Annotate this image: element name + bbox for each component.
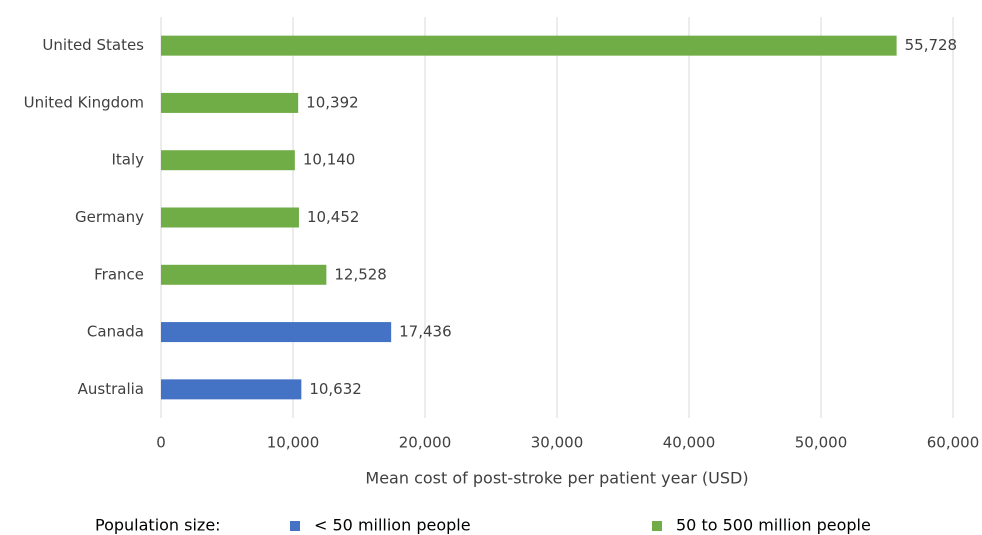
x-tick-label: 60,000 (927, 434, 980, 452)
bar (161, 92, 299, 113)
y-tick-label: United States (42, 36, 144, 54)
value-label: 10,452 (307, 208, 360, 226)
bar (161, 150, 295, 171)
value-label: 10,392 (306, 93, 359, 111)
x-axis-title: Mean cost of post-stroke per patient yea… (365, 469, 748, 488)
x-tick-label: 10,000 (267, 434, 320, 452)
legend-swatch (290, 521, 300, 531)
value-label: 55,728 (905, 36, 958, 54)
x-tick-label: 30,000 (531, 434, 584, 452)
y-tick-label: France (94, 265, 144, 283)
value-label: 12,528 (334, 265, 387, 283)
bar (161, 35, 897, 56)
y-tick-label: United Kingdom (24, 93, 144, 111)
legend-title: Population size: (95, 516, 221, 535)
legend-swatch (652, 521, 662, 531)
legend-label: < 50 million people (314, 516, 471, 535)
x-tick-label: 0 (156, 434, 166, 452)
y-tick-label: Australia (78, 380, 144, 398)
x-tick-label: 50,000 (795, 434, 848, 452)
bar (161, 322, 392, 343)
bar (161, 379, 302, 400)
x-tick-label: 40,000 (663, 434, 716, 452)
value-label: 10,140 (303, 151, 356, 169)
value-label: 17,436 (399, 323, 452, 341)
y-tick-label: Germany (75, 208, 144, 226)
x-tick-label: 20,000 (399, 434, 452, 452)
y-tick-label: Italy (111, 151, 144, 169)
y-tick-label: Canada (87, 323, 144, 341)
legend-label: 50 to 500 million people (676, 516, 871, 535)
bar (161, 207, 299, 228)
bar (161, 264, 327, 285)
value-label: 10,632 (309, 380, 362, 398)
